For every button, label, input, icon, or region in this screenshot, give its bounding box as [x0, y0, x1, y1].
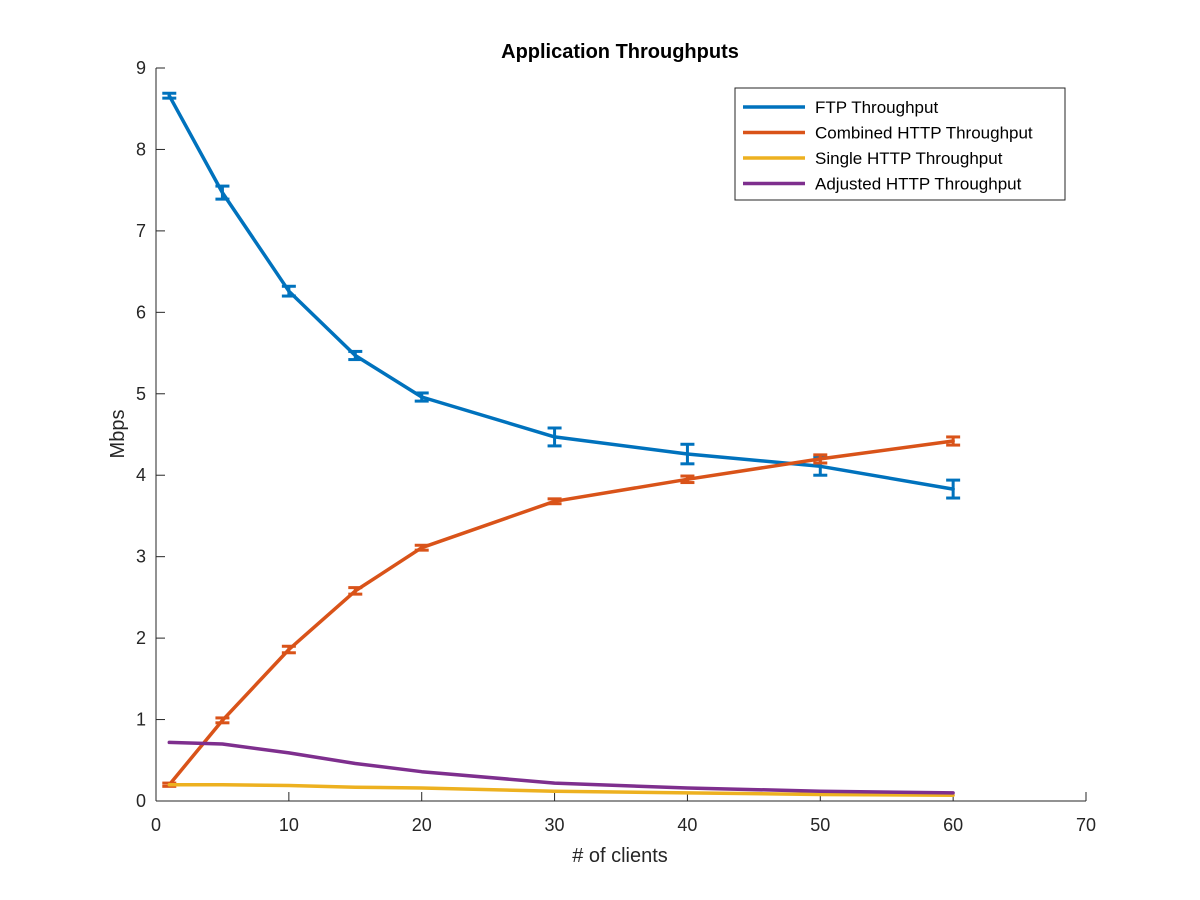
error-bar: [946, 435, 961, 447]
error-bar: [281, 644, 296, 655]
error-bar: [547, 426, 562, 448]
legend: FTP Throughput Combined HTTP Throughput Si…: [734, 87, 1066, 201]
series-group: [162, 91, 961, 798]
x-tick-label: 0: [151, 815, 161, 835]
x-tick-label: 10: [279, 815, 299, 835]
legend-item: FTP Throughput: [743, 98, 938, 117]
chart-title: Application Throughputs: [501, 41, 739, 63]
error-bar: [215, 184, 230, 201]
legend-item: Adjusted HTTP Throughput: [743, 175, 1022, 194]
axes: 0 10 20 30 40 50 60 70 0 1 2 3 4 5 6 7 8 9: [136, 58, 1096, 835]
x-axis-label: # of clients: [572, 845, 668, 867]
x-tick-label: 50: [810, 815, 830, 835]
error-bar: [813, 453, 828, 465]
error-bar: [946, 478, 961, 500]
error-bar: [414, 543, 429, 552]
x-tick-label: 20: [412, 815, 432, 835]
error-bar: [348, 349, 363, 362]
y-tick-label: 7: [136, 221, 146, 241]
x-tick-label: 60: [943, 815, 963, 835]
error-bar: [281, 284, 296, 298]
series-2: [167, 782, 955, 798]
y-tick-label: 0: [136, 791, 146, 811]
legend-label: FTP Throughput: [815, 98, 938, 117]
series-line: [167, 782, 955, 798]
x-tick-label: 30: [545, 815, 565, 835]
error-bar: [680, 474, 695, 485]
x-tick-label: 40: [677, 815, 697, 835]
error-bar: [414, 391, 429, 403]
error-bar: [215, 716, 230, 725]
series-3: [167, 740, 955, 795]
y-tick-label: 6: [136, 302, 146, 322]
y-tick-label: 9: [136, 58, 146, 78]
legend-label: Adjusted HTTP Throughput: [815, 175, 1022, 194]
x-tick-label: 70: [1076, 815, 1096, 835]
legend-item: Combined HTTP Throughput: [743, 124, 1033, 143]
y-axis-label: Mbps: [107, 410, 129, 459]
y-tick-label: 3: [136, 547, 146, 567]
y-tick-label: 2: [136, 628, 146, 648]
error-bar: [680, 442, 695, 466]
legend-label: Combined HTTP Throughput: [815, 124, 1033, 143]
legend-label: Single HTTP Throughput: [815, 149, 1003, 168]
y-tick-label: 5: [136, 384, 146, 404]
legend-item: Single HTTP Throughput: [743, 149, 1003, 168]
error-bar: [348, 586, 363, 596]
y-tick-label: 1: [136, 710, 146, 730]
series-line: [167, 740, 955, 795]
error-bar: [162, 91, 177, 100]
y-tick-label: 4: [136, 465, 146, 485]
error-bar: [547, 497, 562, 506]
y-tick-label: 8: [136, 139, 146, 159]
series-0: [162, 91, 961, 500]
